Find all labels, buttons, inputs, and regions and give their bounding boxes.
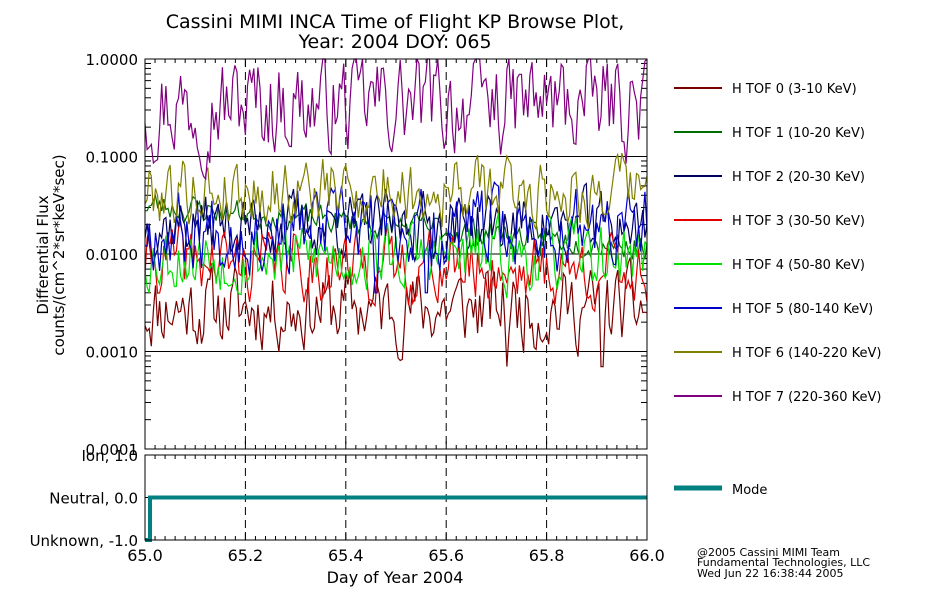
flux-frame <box>144 58 648 450</box>
x-tick-label: 65.4 <box>328 546 364 565</box>
x-tick-label: 65.6 <box>428 546 464 565</box>
flux-ytick-label: 0.0001 <box>86 441 139 459</box>
flux-ylabel: Differential Flux counts/(cm^2*sr*keV*se… <box>34 154 68 355</box>
mode-ytick-label: Ion, 1.0 <box>82 447 139 465</box>
mode-line <box>145 495 647 542</box>
mode-panel: Ion, 1.0 Neutral, 0.0 Unknown, -1.065.0 65.… <box>30 447 665 565</box>
legend-label-mode: Mode <box>732 483 767 498</box>
ylabel-line2: counts/(cm^2*sr*keV*sec) <box>50 154 68 355</box>
chart-title: Cassini MIMI INCA Time of Flight KP Brow… <box>166 11 625 33</box>
ylabel-line1: Differential Flux <box>34 195 52 314</box>
mode-frame <box>144 454 648 541</box>
footer-credit: @2005 Cassini MIMI Team <box>697 546 840 559</box>
mode-ytick-label: Unknown, -1.0 <box>30 532 138 550</box>
footer-org: Fundamental Technologies, LLC <box>697 556 870 569</box>
chart-subtitle: Year: 2004 DOY: 065 <box>297 31 491 53</box>
x-tick-label: 66.0 <box>629 546 665 565</box>
flux-ytick-label: 1.0000 <box>86 51 139 69</box>
x-tick-label: 65.8 <box>529 546 565 565</box>
legend-label-tof-1: H TOF 1 (10-20 KeV) <box>732 126 865 141</box>
x-axis-label: Day of Year 2004 <box>327 568 464 587</box>
series-line-tof-6 <box>144 152 648 230</box>
legend-label-tof-4: H TOF 4 (50-80 KeV) <box>732 258 865 273</box>
series-line-tof-3 <box>144 221 648 313</box>
series-line-tof-0 <box>144 257 648 368</box>
flux-ytick-label: 0.1000 <box>86 149 139 167</box>
x-tick-label: 65.0 <box>127 546 163 565</box>
series-line-tof-5 <box>144 180 648 294</box>
legend-label-tof-3: H TOF 3 (30-50 KeV) <box>732 214 865 229</box>
legend-label-tof-5: H TOF 5 (80-140 KeV) <box>732 302 873 317</box>
x-tick-label: 65.2 <box>228 546 264 565</box>
legend: H TOF 0 (3-10 KeV) H TOF 1 (10-20 KeV) H T… <box>674 82 881 498</box>
mode-ytick-label: Neutral, 0.0 <box>49 490 138 508</box>
flux-panel: 1.0000 0.1000 0.0100 0.0010 0.0001 <box>86 51 648 459</box>
legend-label-tof-0: H TOF 0 (3-10 KeV) <box>732 82 857 97</box>
legend-label-tof-2: H TOF 2 (20-30 KeV) <box>732 170 865 185</box>
legend-label-tof-7: H TOF 7 (220-360 KeV) <box>732 390 881 405</box>
footer-date: Wed Jun 22 16:38:44 2005 <box>697 567 844 580</box>
flux-ytick-label: 0.0100 <box>86 246 139 264</box>
legend-label-tof-6: H TOF 6 (140-220 KeV) <box>732 346 881 361</box>
flux-ytick-label: 0.0010 <box>86 344 139 362</box>
series-line-tof-7 <box>144 58 648 181</box>
